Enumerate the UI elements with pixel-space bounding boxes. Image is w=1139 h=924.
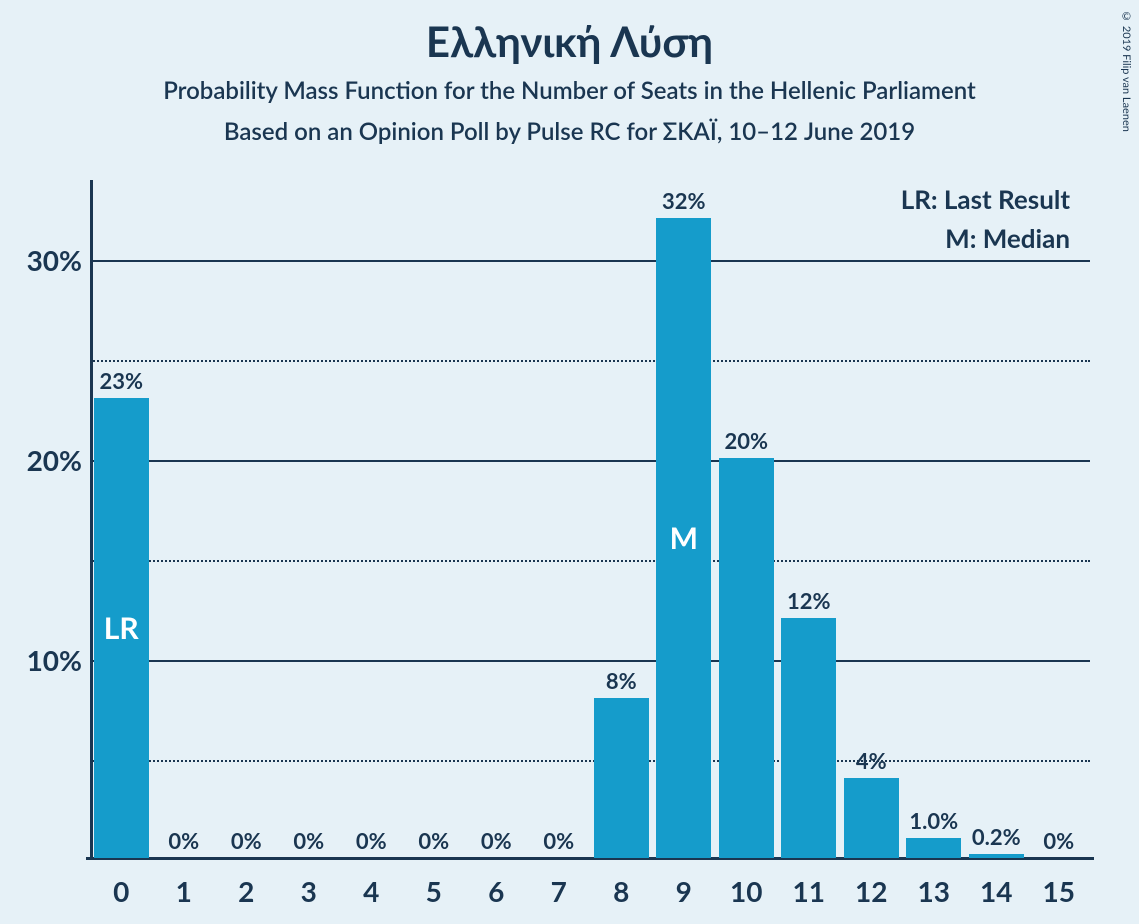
x-tick-label: 14	[965, 874, 1027, 908]
x-tick-label: 11	[778, 874, 840, 908]
bar	[719, 458, 774, 858]
bar-value-label: 1.0%	[909, 807, 958, 834]
bar-value-label: 20%	[724, 427, 768, 454]
bar-value-label: 12%	[787, 587, 831, 614]
bar-value-label: 0%	[231, 827, 262, 854]
plot-area: 10%20%30%LR23%00%10%20%30%40%50%60%78%8M…	[90, 180, 1090, 860]
y-axis-line	[90, 180, 93, 860]
bar-annotation: M	[670, 520, 698, 556]
gridline-minor	[90, 560, 1090, 562]
legend-m: M: Median	[901, 219, 1070, 258]
x-tick-label: 2	[215, 874, 277, 908]
bar-value-label: 0%	[168, 827, 199, 854]
bar	[969, 854, 1024, 858]
bar-value-label: 0%	[356, 827, 387, 854]
y-tick-label: 30%	[12, 243, 82, 277]
bar: M	[656, 218, 711, 858]
chart-subtitle-2: Based on an Opinion Poll by Pulse RC for…	[0, 117, 1139, 146]
legend: LR: Last Result M: Median	[901, 180, 1070, 258]
x-tick-label: 9	[653, 874, 715, 908]
y-tick-label: 10%	[12, 643, 82, 677]
copyright-text: © 2019 Filip van Laenen	[1120, 10, 1133, 132]
bar-value-label: 0%	[543, 827, 574, 854]
x-tick-label: 15	[1028, 874, 1090, 908]
x-tick-label: 4	[340, 874, 402, 908]
gridline-minor	[90, 760, 1090, 762]
x-tick-label: 3	[278, 874, 340, 908]
y-tick-label: 20%	[12, 443, 82, 477]
bar: LR	[94, 398, 149, 858]
bar-value-label: 0%	[481, 827, 512, 854]
bar-value-label: 0%	[293, 827, 324, 854]
chart-subtitle-1: Probability Mass Function for the Number…	[0, 76, 1139, 105]
bar	[906, 838, 961, 858]
bar-value-label: 0%	[1043, 827, 1074, 854]
bar-value-label: 0.2%	[972, 823, 1021, 850]
x-tick-label: 7	[528, 874, 590, 908]
bar	[781, 618, 836, 858]
chart-title: Ελληνική Λύση	[0, 0, 1139, 66]
gridline-major	[90, 460, 1090, 462]
bar	[844, 778, 899, 858]
bar	[594, 698, 649, 858]
x-tick-label: 0	[90, 874, 152, 908]
x-tick-label: 5	[403, 874, 465, 908]
x-tick-label: 10	[715, 874, 777, 908]
legend-lr: LR: Last Result	[901, 180, 1070, 219]
bar-value-label: 4%	[856, 747, 887, 774]
x-tick-label: 12	[840, 874, 902, 908]
gridline-minor	[90, 360, 1090, 362]
bar-value-label: 0%	[418, 827, 449, 854]
x-tick-label: 8	[590, 874, 652, 908]
bar-value-label: 8%	[606, 667, 637, 694]
x-tick-label: 1	[153, 874, 215, 908]
x-tick-label: 13	[903, 874, 965, 908]
bar-value-label: 23%	[99, 367, 143, 394]
bar-value-label: 32%	[662, 187, 706, 214]
bar-annotation: LR	[104, 610, 139, 646]
gridline-major	[90, 260, 1090, 262]
gridline-major	[90, 660, 1090, 662]
x-tick-label: 6	[465, 874, 527, 908]
chart-area: 10%20%30%LR23%00%10%20%30%40%50%60%78%8M…	[90, 180, 1090, 860]
